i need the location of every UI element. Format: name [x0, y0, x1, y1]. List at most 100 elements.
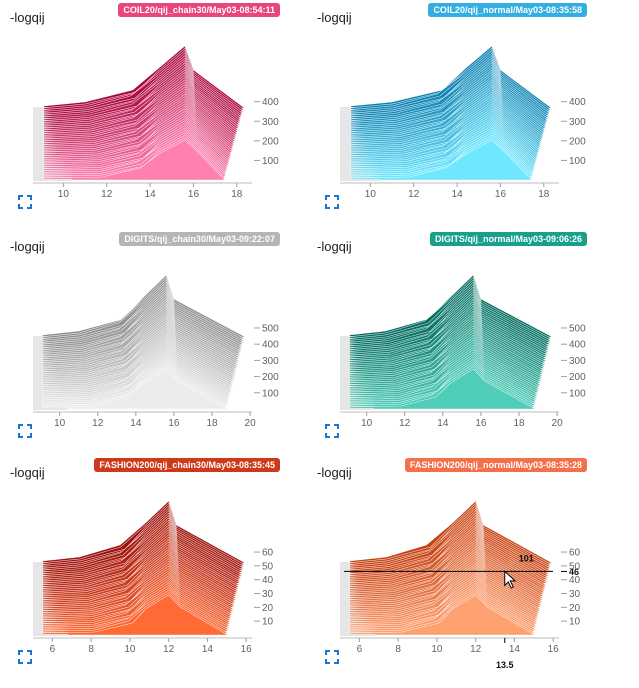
- y-tick-label: 400: [262, 340, 279, 351]
- x-tick-label: 8: [88, 644, 94, 655]
- x-tick-label: 6: [50, 644, 56, 655]
- expand-icon[interactable]: [325, 424, 339, 438]
- y-tick-label: 10: [569, 617, 581, 628]
- expand-icon-glyph: [18, 650, 32, 664]
- run-tag: DIGITS/qij_normal/May03-09:06:26: [429, 232, 587, 246]
- chart-panel-6: -logqij FASHION200/qij_normal/May03-08:3…: [307, 455, 613, 679]
- run-tag: FASHION200/qij_chain30/May03-08:35:45: [94, 458, 280, 472]
- x-tick-label: 12: [408, 189, 420, 200]
- y-axis-title: -logqij: [10, 10, 45, 25]
- x-tick-label: 18: [206, 418, 218, 429]
- histogram-ridge: [43, 139, 226, 181]
- x-tick-label: 10: [54, 418, 66, 429]
- x-tick-label: 10: [361, 418, 373, 429]
- y-tick-label: 400: [569, 340, 586, 351]
- y-tick-label: 100: [262, 156, 279, 167]
- ridge-baseline: [340, 408, 375, 410]
- x-tick-label: 14: [145, 189, 157, 200]
- expand-icon[interactable]: [18, 424, 32, 438]
- x-tick-label: 16: [168, 418, 180, 429]
- y-tick-label: 100: [569, 156, 586, 167]
- y-axis-title: -logqij: [317, 10, 352, 25]
- x-tick-label: 14: [202, 644, 214, 655]
- x-tick-label: 12: [470, 644, 482, 655]
- expand-icon[interactable]: [325, 650, 339, 664]
- x-tick-label: 16: [495, 189, 507, 200]
- histogram-ridge: [42, 368, 230, 410]
- y-tick-label: 500: [262, 323, 279, 334]
- x-tick-label: 6: [357, 644, 363, 655]
- x-tick-label: 10: [58, 189, 70, 200]
- y-tick-label: 400: [262, 97, 279, 108]
- x-tick-label: 10: [431, 644, 443, 655]
- ridge-baseline: [340, 179, 380, 181]
- x-tick-label: 18: [538, 189, 550, 200]
- y-tick-label: 60: [262, 548, 274, 559]
- y-tick-label: 40: [569, 575, 581, 586]
- histogram-ridge: [349, 368, 537, 410]
- y-tick-label: 30: [262, 589, 274, 600]
- histogram-chart: 10 12 14 16 18 20 100 200 300 400 500: [33, 274, 279, 429]
- x-tick-label: 12: [163, 644, 175, 655]
- y-tick-label: 200: [262, 372, 279, 383]
- x-tick-label: 18: [231, 189, 243, 200]
- y-tick-label: 20: [262, 603, 274, 614]
- y-tick-label: 500: [569, 323, 586, 334]
- y-tick-label: 30: [569, 589, 581, 600]
- x-tick-label: 16: [188, 189, 200, 200]
- histogram-ridge: [349, 594, 536, 636]
- histogram-chart: 10 12 14 16 18 100 200 300 400: [340, 45, 586, 200]
- ridge-baseline: [33, 179, 73, 181]
- x-tick-label: 16: [241, 644, 253, 655]
- expand-icon[interactable]: [325, 195, 339, 209]
- y-tick-label: 50: [569, 561, 581, 572]
- histogram-chart: 6 8 10 12 14 16 10 20 30 40 50 60: [33, 500, 274, 655]
- chart-panel-1: -logqij COIL20/qij_chain30/May03-08:54:1…: [0, 0, 306, 224]
- run-tag: FASHION200/qij_normal/May03-08:35:28: [404, 458, 587, 472]
- chart-panel-5: -logqij FASHION200/qij_chain30/May03-08:…: [0, 455, 306, 679]
- y-tick-label: 300: [262, 356, 279, 367]
- hover-step-label: 46: [569, 567, 579, 577]
- ridge-baseline: [33, 634, 68, 636]
- histogram-chart: 10 12 14 16 18 20 100 200 300 400 500: [340, 274, 586, 429]
- expand-icon-glyph: [325, 424, 339, 438]
- histogram-chart: 6 8 10 12 14 16 10 20 30 40 50 60 101 46 13.5: [340, 500, 581, 670]
- x-tick-label: 12: [399, 418, 411, 429]
- hover-value-label: 101: [519, 553, 534, 563]
- hover-x-label: 13.5: [496, 660, 514, 670]
- expand-icon-glyph: [325, 195, 339, 209]
- mouse-cursor-icon: [504, 570, 517, 589]
- ridge-baseline: [33, 408, 68, 410]
- y-tick-label: 200: [569, 372, 586, 383]
- chart-panel-3: -logqij DIGITS/qij_chain30/May03-09:22:0…: [0, 229, 306, 453]
- x-tick-label: 16: [548, 644, 560, 655]
- expand-icon-glyph: [18, 424, 32, 438]
- expand-icon[interactable]: [18, 650, 32, 664]
- x-tick-label: 14: [509, 644, 521, 655]
- x-tick-label: 12: [92, 418, 104, 429]
- run-tag: COIL20/qij_chain30/May03-08:54:11: [118, 3, 280, 17]
- histogram-ridge: [350, 139, 533, 181]
- x-tick-label: 12: [101, 189, 113, 200]
- x-tick-label: 14: [437, 418, 449, 429]
- x-tick-label: 8: [395, 644, 401, 655]
- chart-panel-2: -logqij COIL20/qij_normal/May03-08:35:58…: [307, 0, 613, 224]
- x-tick-label: 14: [130, 418, 142, 429]
- y-tick-label: 300: [569, 356, 586, 367]
- y-axis-title: -logqij: [317, 465, 352, 480]
- expand-icon[interactable]: [18, 195, 32, 209]
- y-tick-label: 10: [262, 617, 274, 628]
- y-axis-title: -logqij: [10, 239, 45, 254]
- y-tick-label: 100: [262, 388, 279, 399]
- x-tick-label: 10: [365, 189, 377, 200]
- histogram-ridge: [42, 594, 229, 636]
- y-tick-label: 300: [569, 117, 586, 128]
- y-tick-label: 60: [569, 548, 581, 559]
- chart-panel-4: -logqij DIGITS/qij_normal/May03-09:06:26…: [307, 229, 613, 453]
- y-tick-label: 40: [262, 575, 274, 586]
- expand-icon-glyph: [18, 195, 32, 209]
- y-tick-label: 20: [569, 603, 581, 614]
- x-tick-label: 10: [124, 644, 136, 655]
- y-tick-label: 400: [569, 97, 586, 108]
- y-tick-label: 200: [262, 136, 279, 147]
